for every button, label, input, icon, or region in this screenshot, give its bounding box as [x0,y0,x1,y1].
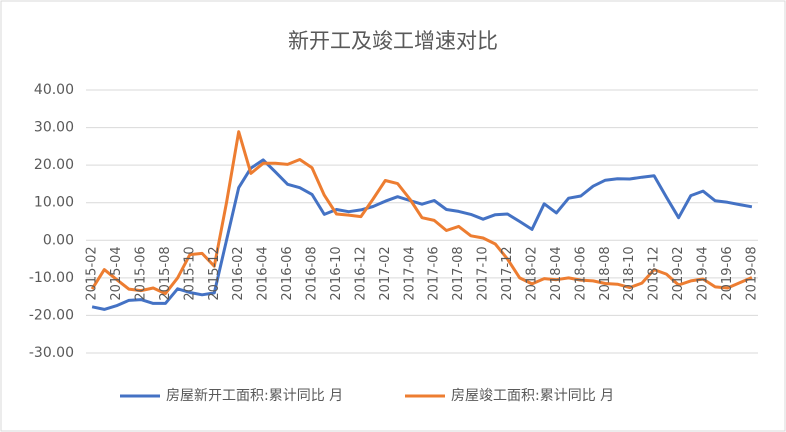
chart-title: 新开工及竣工增速对比 [288,29,498,53]
x-tick-label: 2017-06 [427,246,442,300]
x-tick-label: 2019-04 [696,246,711,300]
x-tick-label: 2016-10 [329,246,344,300]
x-tick-label: 2015-08 [158,246,173,300]
x-tick-label: 2015-04 [109,246,124,300]
x-tick-label: 2016-04 [256,246,271,300]
legend-label: 房屋竣工面积:累计同比 月 [451,388,614,404]
y-tick-label: 0.00 [43,232,74,248]
x-tick-label: 2018-12 [647,246,662,300]
x-tick-label: 2017-10 [476,246,491,300]
x-tick-label: 2019-08 [744,246,759,300]
series-line [91,158,753,311]
x-tick-label: 2018-06 [573,246,588,300]
x-tick-label: 2019-02 [671,246,686,300]
x-tick-label: 2017-04 [402,246,417,300]
series-line [90,130,753,296]
y-tick-label: 10.00 [34,195,74,211]
x-tick-label: 2015-10 [182,246,197,300]
x-tick-label: 2016-06 [280,246,295,300]
y-tick-label: -10.00 [29,270,74,286]
y-tick-label: 40.00 [34,82,74,98]
x-tick-label: 2018-02 [524,246,539,300]
x-tick-label: 2016-02 [231,246,246,300]
x-tick-label: 2019-06 [720,246,735,300]
y-tick-label: 20.00 [34,157,74,173]
y-tick-label: -30.00 [29,345,74,361]
x-tick-label: 2017-12 [500,246,515,300]
x-tick-label: 2015-02 [85,246,100,300]
x-tick-label: 2018-10 [622,246,637,300]
x-tick-label: 2017-08 [451,246,466,300]
legend-label: 房屋新开工面积:累计同比 月 [166,388,343,404]
x-tick-label: 2018-08 [598,246,613,300]
y-tick-label: 30.00 [34,120,74,136]
x-tick-label: 2018-04 [549,246,564,300]
x-tick-label: 2017-02 [378,246,393,300]
y-tick-label: -20.00 [29,307,74,323]
x-tick-label: 2016-08 [305,246,320,300]
x-tick-label: 2015-12 [207,246,222,300]
x-tick-label: 2016-12 [353,246,368,300]
x-tick-label: 2015-06 [133,246,148,300]
